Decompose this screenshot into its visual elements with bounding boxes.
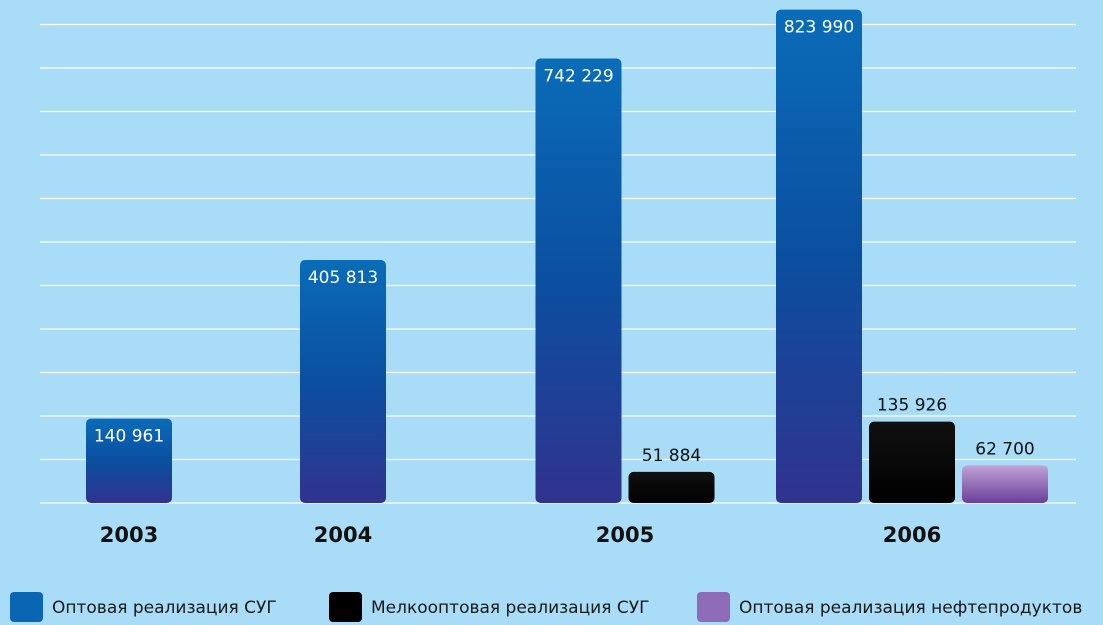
bar <box>535 58 622 504</box>
value-label: 135 926 <box>877 396 947 416</box>
legend-label: Оптовая реализация СУГ <box>52 598 277 618</box>
bar <box>869 421 955 503</box>
value-label: 823 990 <box>784 18 854 38</box>
legend-label: Оптовая реализация нефтепродуктов <box>739 598 1082 618</box>
value-label: 62 700 <box>975 439 1034 459</box>
x-tick-label: 2004 <box>314 523 372 547</box>
bar <box>300 259 386 503</box>
legend-swatch <box>329 592 362 622</box>
bar <box>628 471 715 503</box>
bar <box>962 465 1048 503</box>
value-label: 140 961 <box>94 427 164 447</box>
x-tick-label: 2003 <box>100 523 158 547</box>
value-label: 742 229 <box>543 67 613 87</box>
bar <box>776 9 862 503</box>
value-label: 51 884 <box>642 446 701 466</box>
x-tick-label: 2006 <box>883 523 941 547</box>
x-tick-label: 2005 <box>596 523 654 547</box>
value-label: 405 813 <box>308 268 378 288</box>
bar <box>86 418 172 503</box>
legend-swatch <box>697 592 730 622</box>
legend-label: Мелкооптовая реализация СУГ <box>371 598 649 618</box>
legend-swatch <box>10 592 43 622</box>
